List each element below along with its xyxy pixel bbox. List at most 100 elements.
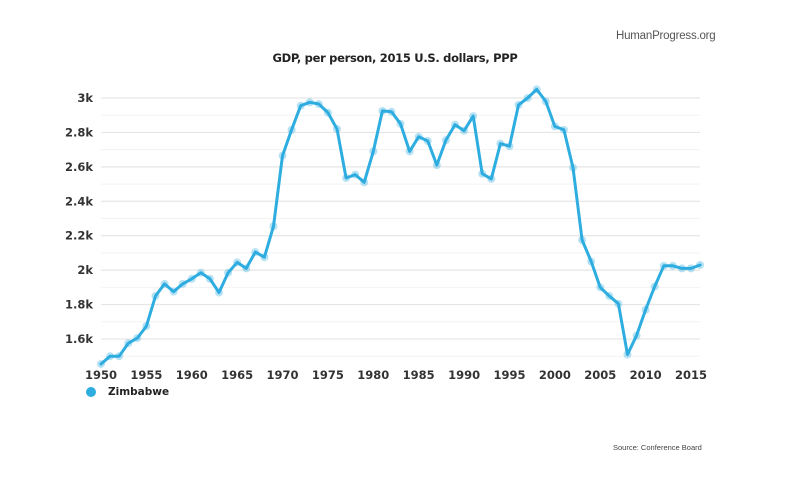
- data-point: [696, 260, 705, 269]
- data-point: [596, 283, 605, 292]
- data-point: [578, 236, 587, 245]
- y-tick-label: 2k: [77, 263, 93, 277]
- data-point: [460, 126, 469, 135]
- source-note: Source: Conference Board: [613, 443, 702, 452]
- x-tick-label: 2000: [539, 368, 571, 382]
- data-point: [169, 287, 178, 296]
- data-point: [641, 305, 650, 314]
- gridlines: [101, 97, 700, 357]
- data-point: [496, 139, 505, 148]
- x-tick-label: 2005: [584, 368, 616, 382]
- data-point: [178, 279, 187, 288]
- data-point: [650, 282, 659, 291]
- data-point: [278, 151, 287, 160]
- data-point: [569, 163, 577, 172]
- data-point: [351, 170, 360, 179]
- x-tick-label: 1985: [403, 368, 435, 382]
- data-point: [287, 125, 296, 134]
- data-point: [387, 107, 396, 116]
- y-tick-label: 1.8k: [65, 298, 93, 312]
- data-point: [115, 352, 124, 361]
- y-tick-label: 2.8k: [65, 125, 93, 139]
- data-point: [133, 334, 142, 343]
- y-tick-label: 2.6k: [65, 160, 93, 174]
- data-point: [559, 125, 568, 134]
- data-point: [396, 119, 405, 128]
- data-point: [151, 291, 160, 300]
- chart-title: GDP, per person, 2015 U.S. dollars, PPP: [272, 51, 518, 65]
- data-point: [224, 268, 233, 277]
- series-group: [97, 85, 705, 368]
- y-axis-ticks: 3k 2.8k 2.6k 2.4k 2.2k 2k 1.8k 1.6k: [65, 91, 93, 346]
- y-tick-label: 2.4k: [65, 194, 93, 208]
- data-point: [478, 169, 487, 178]
- data-point: [677, 264, 686, 273]
- brand-watermark: HumanProgress.org: [616, 30, 716, 42]
- x-tick-label: 1990: [448, 368, 480, 382]
- data-point: [323, 108, 332, 117]
- data-point: [405, 147, 414, 156]
- data-point: [360, 178, 369, 187]
- data-point: [659, 261, 668, 270]
- data-point: [441, 136, 450, 145]
- data-point: [205, 274, 214, 283]
- data-point: [687, 264, 695, 273]
- x-tick-label: 2015: [675, 368, 707, 382]
- data-point: [469, 112, 478, 121]
- data-point: [550, 122, 559, 131]
- legend-marker-icon: [86, 387, 96, 397]
- data-point: [369, 147, 378, 156]
- data-point: [414, 132, 423, 141]
- x-tick-label: 1970: [267, 368, 299, 382]
- legend[interactable]: Zimbabwe: [86, 386, 169, 398]
- data-point: [215, 288, 223, 297]
- x-axis-ticks: 1950 1955 1960 1965 1970 1975 1980 1985 1990 1995…: [85, 368, 707, 382]
- data-point: [378, 106, 387, 115]
- data-point: [196, 268, 205, 277]
- data-point: [523, 94, 532, 102]
- data-point: [605, 291, 614, 300]
- data-point: [142, 322, 151, 331]
- data-point: [242, 264, 251, 273]
- data-point: [106, 352, 115, 361]
- legend-label-zimbabwe: Zimbabwe: [108, 386, 170, 398]
- data-point: [233, 258, 242, 267]
- x-tick-label: 1955: [130, 368, 162, 382]
- data-point: [668, 261, 677, 270]
- data-point: [423, 137, 432, 146]
- data-point: [314, 100, 323, 109]
- data-point: [505, 142, 514, 151]
- data-point: [333, 124, 341, 133]
- x-tick-label: 1965: [221, 368, 253, 382]
- data-point: [187, 274, 196, 283]
- data-point: [296, 101, 305, 110]
- y-tick-label: 2.2k: [65, 229, 93, 243]
- data-point: [451, 120, 459, 129]
- x-tick-label: 1950: [85, 368, 117, 382]
- x-tick-label: 1995: [493, 368, 525, 382]
- data-point: [614, 299, 623, 308]
- data-point: [342, 174, 351, 183]
- x-tick-label: 1960: [176, 368, 208, 382]
- data-point: [251, 248, 260, 257]
- data-point: [532, 85, 541, 94]
- y-tick-label: 1.6k: [65, 332, 93, 346]
- data-point: [514, 100, 523, 109]
- data-point: [541, 97, 550, 106]
- series-line-zimbabwe: [99, 87, 702, 366]
- data-point: [623, 350, 632, 359]
- data-point: [124, 339, 133, 348]
- data-point: [260, 253, 269, 262]
- data-point: [305, 98, 314, 107]
- x-tick-label: 1980: [357, 368, 389, 382]
- data-point: [432, 161, 441, 170]
- data-point: [487, 174, 496, 183]
- x-tick-label: 1975: [312, 368, 344, 382]
- x-tick-label: 2010: [630, 368, 662, 382]
- data-point: [97, 359, 105, 368]
- data-point: [269, 222, 278, 231]
- data-point: [160, 279, 169, 288]
- data-point: [632, 331, 641, 340]
- y-tick-label: 3k: [77, 91, 93, 105]
